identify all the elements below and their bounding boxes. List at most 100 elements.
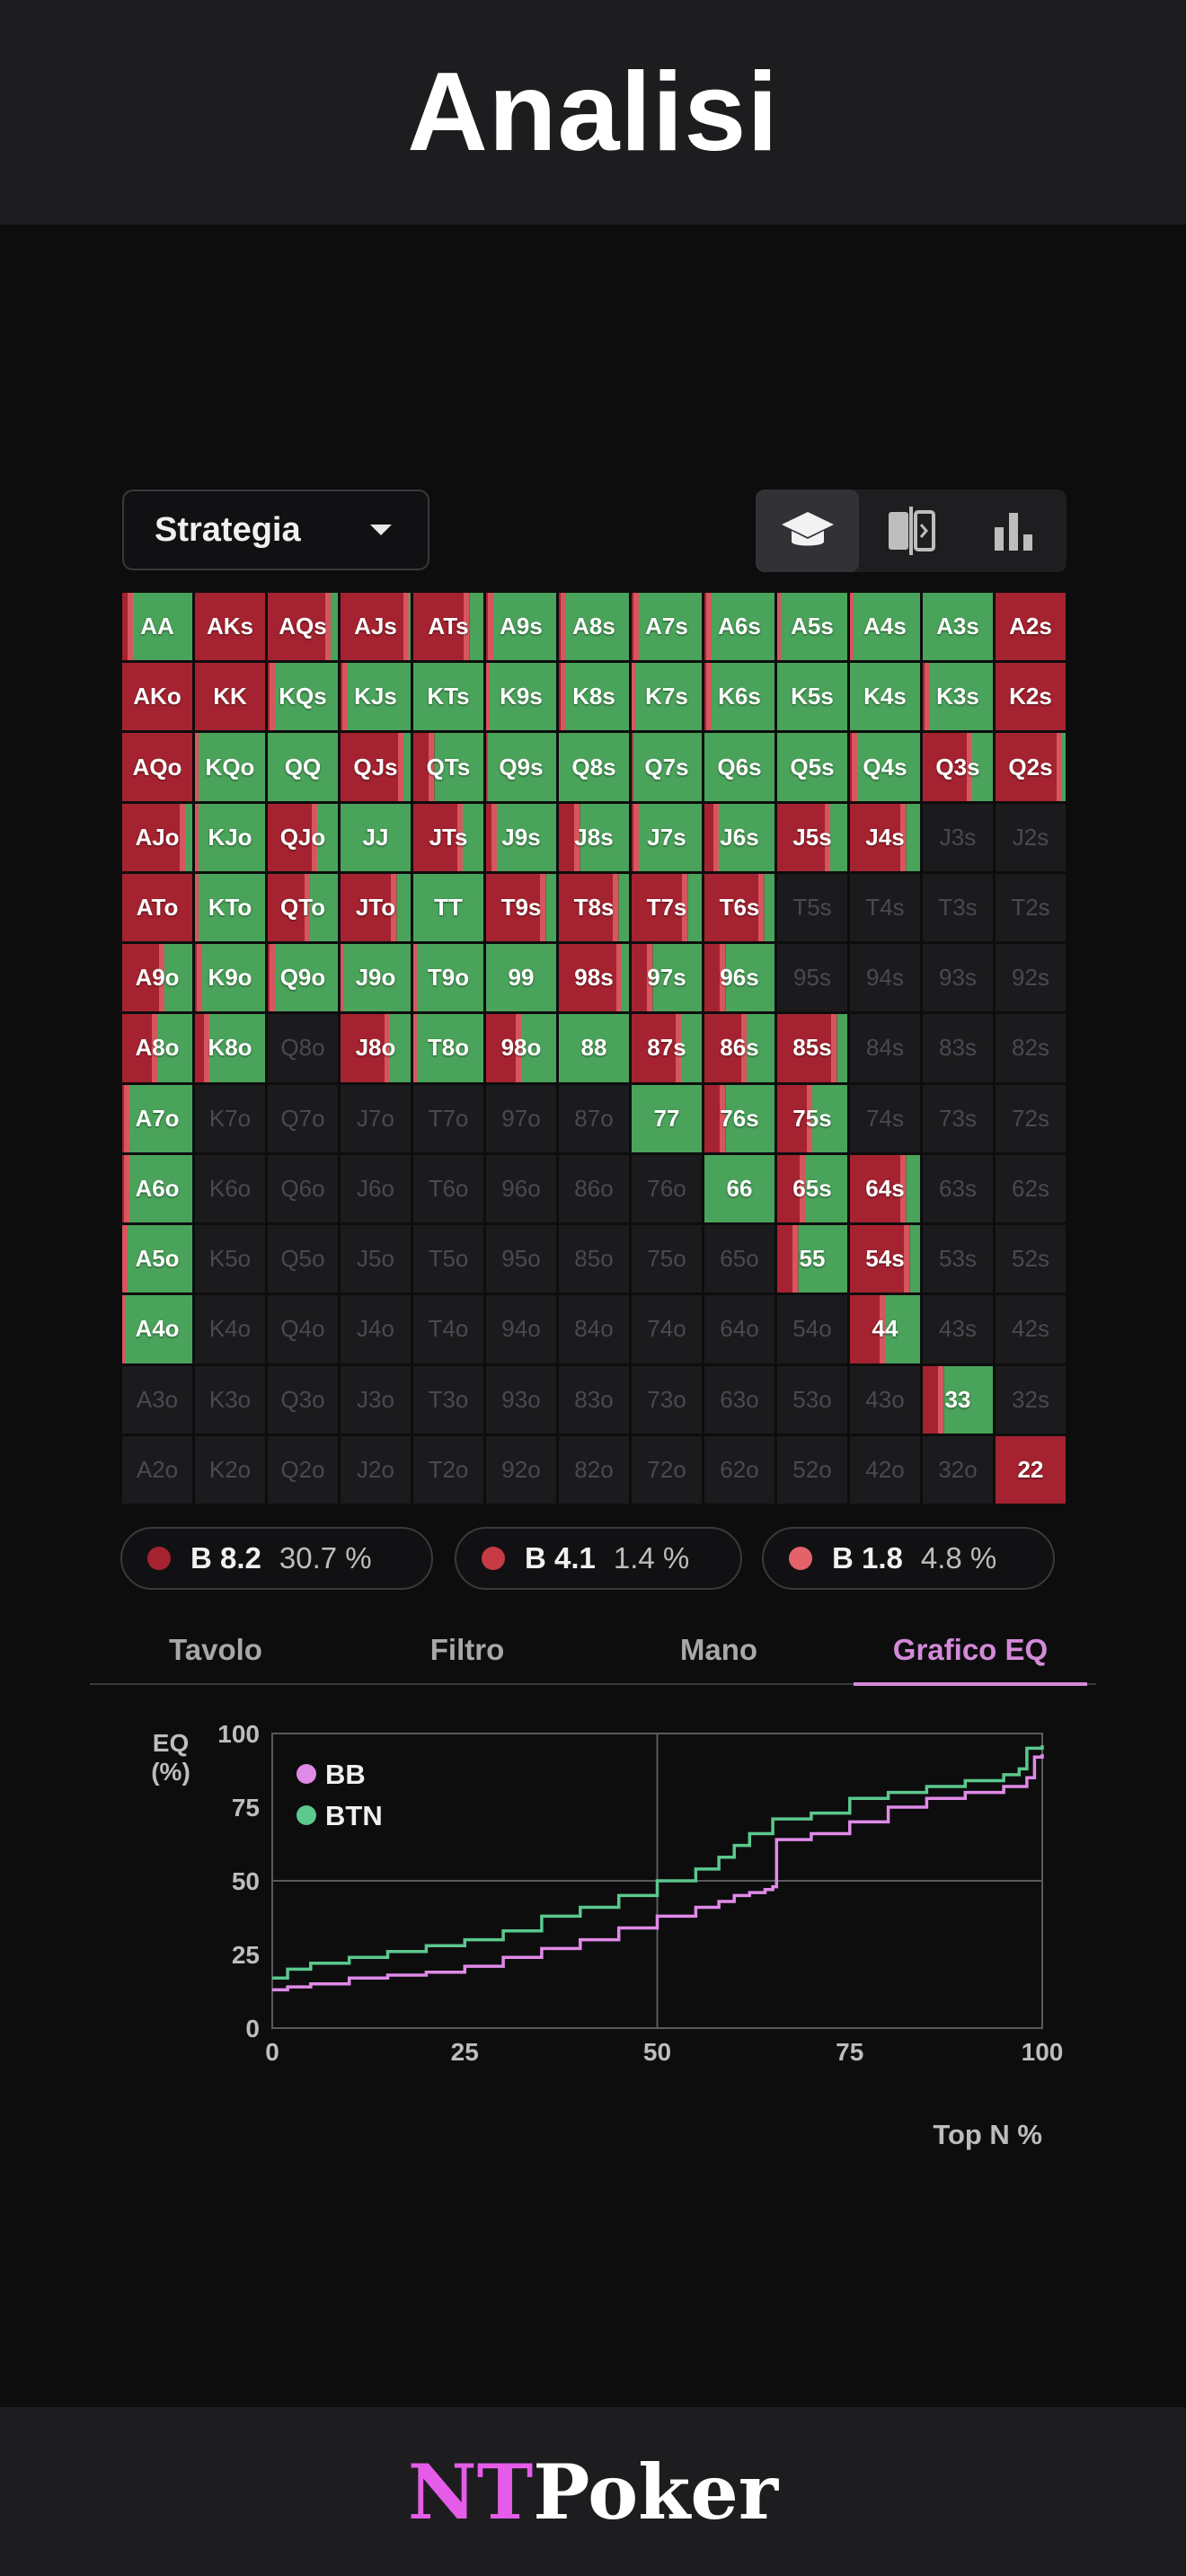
hand-cell[interactable]: 93s (923, 944, 993, 1012)
hand-cell[interactable]: 32s (996, 1365, 1066, 1434)
hand-cell[interactable]: Q8s (559, 733, 629, 801)
hand-cell[interactable]: A2o (122, 1435, 192, 1504)
hand-cell[interactable]: 95o (486, 1225, 556, 1293)
hand-cell[interactable]: 99 (486, 944, 556, 1012)
hand-cell[interactable]: QTo (268, 873, 338, 942)
hand-cell[interactable]: 33 (923, 1365, 993, 1434)
hand-cell[interactable]: K2o (195, 1435, 265, 1504)
hand-cell[interactable]: 84s (850, 1014, 920, 1082)
hand-cell[interactable]: J9s (486, 803, 556, 871)
hand-cell[interactable]: 65o (704, 1225, 774, 1293)
hand-cell[interactable]: 32o (923, 1435, 993, 1504)
hand-cell[interactable]: Q7o (268, 1084, 338, 1152)
hand-cell[interactable]: 82o (559, 1435, 629, 1504)
hand-cell[interactable]: 73s (923, 1084, 993, 1152)
hand-cell[interactable]: A5o (122, 1225, 192, 1293)
hand-cell[interactable]: J6o (341, 1154, 411, 1223)
hand-cell[interactable]: A6o (122, 1154, 192, 1223)
hand-cell[interactable]: 76o (632, 1154, 702, 1223)
hand-cell[interactable]: 86o (559, 1154, 629, 1223)
hand-cell[interactable]: 54s (850, 1225, 920, 1293)
hand-cell[interactable]: A3s (923, 593, 993, 661)
hand-cell[interactable]: Q3s (923, 733, 993, 801)
hand-cell[interactable]: J9o (341, 944, 411, 1012)
hand-cell[interactable]: K6s (704, 663, 774, 731)
hand-cell[interactable]: T3s (923, 873, 993, 942)
hand-cell[interactable]: JTs (413, 803, 483, 871)
hand-cell[interactable]: T2o (413, 1435, 483, 1504)
hand-cell[interactable]: Q6o (268, 1154, 338, 1223)
hand-cell[interactable]: Q5s (777, 733, 847, 801)
graduation-cap-icon[interactable] (756, 490, 859, 572)
hand-cell[interactable]: 75s (777, 1084, 847, 1152)
hand-cell[interactable]: 74s (850, 1084, 920, 1152)
hand-cell[interactable]: K9o (195, 944, 265, 1012)
hand-cell[interactable]: 92s (996, 944, 1066, 1012)
hand-cell[interactable]: A8s (559, 593, 629, 661)
hand-cell[interactable]: 53o (777, 1365, 847, 1434)
hand-cell[interactable]: T3o (413, 1365, 483, 1434)
hand-cell[interactable]: AQs (268, 593, 338, 661)
hand-cell[interactable]: 42o (850, 1435, 920, 1504)
hand-cell[interactable]: J6s (704, 803, 774, 871)
hand-cell[interactable]: K8o (195, 1014, 265, 1082)
hand-cell[interactable]: 88 (559, 1014, 629, 1082)
hand-cell[interactable]: K4o (195, 1295, 265, 1363)
hand-cell[interactable]: K6o (195, 1154, 265, 1223)
hand-cell[interactable]: Q4o (268, 1295, 338, 1363)
hand-cell[interactable]: A3o (122, 1365, 192, 1434)
tab-mano[interactable]: Mano (679, 1633, 758, 1666)
hand-cell[interactable]: T6s (704, 873, 774, 942)
hand-cell[interactable]: J7o (341, 1084, 411, 1152)
hand-cell[interactable]: QJs (341, 733, 411, 801)
hand-cell[interactable]: 76s (704, 1084, 774, 1152)
hand-cell[interactable]: A4o (122, 1295, 192, 1363)
hand-cell[interactable]: 77 (632, 1084, 702, 1152)
hand-cell[interactable]: Q9s (486, 733, 556, 801)
hand-cell[interactable]: 85s (777, 1014, 847, 1082)
hand-cell[interactable]: J3o (341, 1365, 411, 1434)
hand-cell[interactable]: 52s (996, 1225, 1066, 1293)
hand-cell[interactable]: Q2o (268, 1435, 338, 1504)
hand-cell[interactable]: J8s (559, 803, 629, 871)
hand-cell[interactable]: 62s (996, 1154, 1066, 1223)
hand-cell[interactable]: KQo (195, 733, 265, 801)
hand-cell[interactable]: 72s (996, 1084, 1066, 1152)
hand-cell[interactable]: 75o (632, 1225, 702, 1293)
hand-cell[interactable]: JJ (341, 803, 411, 871)
hand-cell[interactable]: 84o (559, 1295, 629, 1363)
hand-cell[interactable]: 96o (486, 1154, 556, 1223)
hand-cell[interactable]: T7o (413, 1084, 483, 1152)
hand-cell[interactable]: T8s (559, 873, 629, 942)
hand-cell[interactable]: A2s (996, 593, 1066, 661)
hand-cell[interactable]: K8s (559, 663, 629, 731)
hand-cell[interactable]: Q3o (268, 1365, 338, 1434)
compare-split-icon[interactable] (859, 490, 962, 572)
hand-cell[interactable]: 86s (704, 1014, 774, 1082)
hand-cell[interactable]: 82s (996, 1014, 1066, 1082)
legend-pill[interactable]: B 4.1 1.4 % (455, 1527, 742, 1590)
hand-cell[interactable]: J3s (923, 803, 993, 871)
hand-cell[interactable]: 87s (632, 1014, 702, 1082)
hand-cell[interactable]: ATs (413, 593, 483, 661)
hand-cell[interactable]: 63s (923, 1154, 993, 1223)
hand-cell[interactable]: 53s (923, 1225, 993, 1293)
hand-cell[interactable]: K9s (486, 663, 556, 731)
hand-cell[interactable]: A5s (777, 593, 847, 661)
hand-cell[interactable]: QTs (413, 733, 483, 801)
hand-cell[interactable]: Q8o (268, 1014, 338, 1082)
hand-cell[interactable]: 97o (486, 1084, 556, 1152)
hand-cell[interactable]: J4s (850, 803, 920, 871)
hand-cell[interactable]: KJs (341, 663, 411, 731)
hand-cell[interactable]: A9o (122, 944, 192, 1012)
tab-grafico-eq[interactable]: Grafico EQ (845, 1624, 1096, 1686)
hand-cell[interactable]: A4s (850, 593, 920, 661)
hand-cell[interactable]: K7o (195, 1084, 265, 1152)
hand-cell[interactable]: 44 (850, 1295, 920, 1363)
hand-cell[interactable]: T4o (413, 1295, 483, 1363)
hand-cell[interactable]: K2s (996, 663, 1066, 731)
hand-cell[interactable]: 94s (850, 944, 920, 1012)
hand-cell[interactable]: Q5o (268, 1225, 338, 1293)
hand-cell[interactable]: Q9o (268, 944, 338, 1012)
hand-cell[interactable]: K5s (777, 663, 847, 731)
